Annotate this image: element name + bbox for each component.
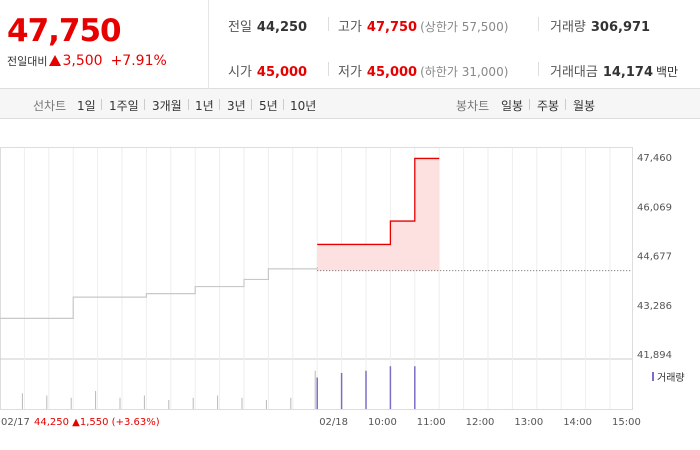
x-tick-label: 10:00 — [368, 417, 397, 428]
x-tick-label: 02/18 — [319, 417, 348, 428]
tab-separator — [219, 99, 220, 110]
y-tick-label: 46,069 — [637, 202, 672, 213]
period-toolbar: 선차트 1일 1주일 3개월 1년 3년 5년 10년 봉차트 일봉 주봉 월봉 — [0, 89, 700, 119]
today-area — [317, 158, 440, 271]
volume-legend-swatch — [652, 372, 654, 381]
tab-separator — [283, 99, 284, 110]
stat-prev-close: 전일 44,250 — [228, 20, 308, 35]
x-tick-label: 11:00 — [417, 417, 446, 428]
price-chart[interactable]: 47,460 46,069 44,677 43,286 41,894 거래량 02/17 44… — [0, 119, 700, 450]
tab-1year[interactable]: 1년 — [195, 99, 214, 113]
stat-amount: 거래대금 14,174 백만 — [550, 65, 679, 80]
stat-open: 시가 45,000 — [228, 65, 308, 80]
change-row: 전일대비 3,500 +7.91% — [7, 53, 167, 69]
x-tick-label: 02/17 — [1, 417, 30, 428]
tab-separator — [188, 99, 189, 110]
change-label: 전일대비 — [7, 55, 48, 68]
x-tick-label: 12:00 — [466, 417, 495, 428]
x-tick-label: 15:00 — [612, 417, 641, 428]
tab-monthly-candle[interactable]: 월봉 — [573, 99, 596, 113]
prev-day-summary: 44,250 ▲1,550 (+3.63%) — [34, 417, 160, 428]
plot-frame — [0, 147, 633, 410]
tab-3year[interactable]: 3년 — [227, 99, 246, 113]
volume-legend-label: 거래량 — [657, 372, 685, 384]
change-percent: +7.91% — [110, 53, 167, 69]
tab-separator — [565, 99, 566, 110]
prev-day-line — [0, 267, 318, 319]
stat-low: 저가 45,000 (하한가 31,000) — [338, 65, 509, 80]
tab-10year[interactable]: 10년 — [290, 99, 317, 113]
tab-separator — [144, 99, 145, 110]
quote-header: 47,750 전일대비 3,500 +7.91% 전일 44,250 고가 47,750… — [0, 0, 700, 89]
stat-divider — [538, 17, 539, 31]
x-tick-label: 14:00 — [563, 417, 592, 428]
tab-separator — [529, 99, 530, 110]
up-triangle-icon — [49, 55, 62, 66]
tab-1week[interactable]: 1주일 — [109, 99, 139, 113]
x-tick-label: 13:00 — [514, 417, 543, 428]
tab-separator — [101, 99, 102, 110]
current-price: 47,750 — [7, 13, 122, 49]
tab-3month[interactable]: 3개월 — [152, 99, 182, 113]
tab-weekly-candle[interactable]: 주봉 — [537, 99, 560, 113]
line-chart-label: 선차트 — [33, 99, 67, 113]
y-tick-label: 41,894 — [637, 350, 672, 361]
price-summary: 47,750 전일대비 3,500 +7.91% — [0, 0, 209, 89]
tab-5year[interactable]: 5년 — [259, 99, 278, 113]
y-tick-label: 43,286 — [637, 301, 672, 312]
change-amount: 3,500 — [62, 53, 103, 69]
stat-high: 고가 47,750 (상한가 57,500) — [338, 20, 509, 35]
today-line — [317, 157, 440, 246]
candle-chart-label: 봉차트 — [456, 99, 490, 113]
stat-divider — [328, 17, 329, 31]
tab-daily-candle[interactable]: 일봉 — [501, 99, 524, 113]
tab-1day[interactable]: 1일 — [77, 99, 96, 113]
stat-divider — [328, 62, 329, 76]
y-tick-label: 44,677 — [637, 252, 672, 263]
tab-separator — [251, 99, 252, 110]
y-tick-label: 47,460 — [637, 153, 672, 164]
stat-divider — [538, 62, 539, 76]
stat-volume: 거래량 306,971 — [550, 20, 651, 35]
